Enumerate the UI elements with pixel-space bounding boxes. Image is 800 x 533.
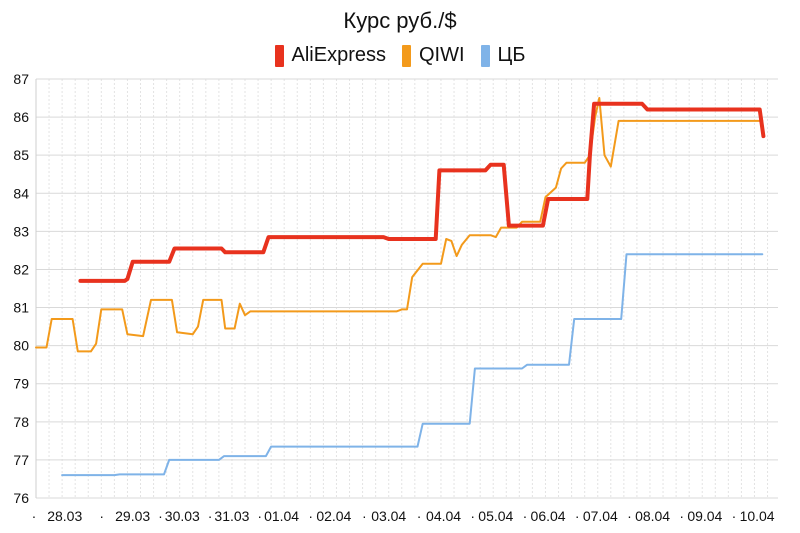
x-tick-dot: · (417, 508, 422, 524)
x-tick-dot: · (732, 508, 737, 524)
x-tick-label: 04.04 (426, 508, 461, 524)
y-tick-label: 78 (13, 414, 29, 430)
x-tick-label: 01.04 (264, 508, 299, 524)
series-line-qiwi (35, 97, 764, 353)
legend-swatch-cb (480, 44, 490, 67)
y-tick-label: 76 (13, 490, 29, 506)
x-tick-label: 07.04 (583, 508, 618, 524)
x-tick-dot: · (208, 508, 213, 524)
legend-item-aliexpress[interactable]: AliExpress (274, 44, 386, 67)
x-tick-dot: · (575, 508, 580, 524)
y-tick-label: 84 (13, 185, 29, 201)
x-tick-dot: · (679, 508, 684, 524)
chart-title: Курс руб./$ (343, 8, 457, 33)
x-tick-label: 03.04 (371, 508, 406, 524)
y-tick-label: 77 (13, 452, 29, 468)
legend-item-qiwi[interactable]: QIWI (402, 44, 465, 67)
y-tick-label: 86 (13, 109, 29, 125)
y-tick-label: 85 (13, 147, 29, 163)
y-tick-label: 81 (13, 300, 29, 316)
y-tick-label: 87 (13, 71, 29, 87)
x-tick-label: 10.04 (740, 508, 775, 524)
x-tick-label: 09.04 (687, 508, 722, 524)
legend-label-cb: ЦБ (497, 44, 526, 66)
y-tick-label: 82 (13, 261, 29, 277)
legend-item-cb[interactable]: ЦБ (480, 44, 526, 67)
legend-label-qiwi: QIWI (419, 44, 465, 66)
x-tick-dot: · (32, 508, 37, 524)
x-tick-label: 08.04 (635, 508, 670, 524)
x-tick-label: 29.03 (115, 508, 150, 524)
x-tick-label: 06.04 (531, 508, 566, 524)
x-tick-label: 05.04 (478, 508, 513, 524)
y-tick-label: 79 (13, 376, 29, 392)
x-tick-label: 30.03 (165, 508, 200, 524)
x-tick-dot: · (99, 508, 104, 524)
x-tick-label: 31.03 (214, 508, 249, 524)
y-tick-label: 80 (13, 338, 29, 354)
series-line-цб (61, 253, 764, 477)
x-tick-label: 28.03 (47, 508, 82, 524)
x-tick-label: 02.04 (316, 508, 351, 524)
legend-swatch-qiwi (402, 44, 411, 67)
x-tick-dot: · (523, 508, 528, 524)
x-tick-dot: · (308, 508, 313, 524)
x-tick-dot: · (470, 508, 475, 524)
legend-swatch-aliexpress (274, 44, 284, 67)
x-tick-dot: · (627, 508, 632, 524)
series-line-aliexpress (78, 101, 766, 283)
legend-label-aliexpress: AliExpress (291, 44, 386, 66)
y-tick-label: 83 (13, 223, 29, 239)
x-tick-dot: · (158, 508, 163, 524)
x-tick-dot: · (257, 508, 262, 524)
x-tick-dot: · (362, 508, 367, 524)
legend: AliExpress QIWI ЦБ (0, 44, 800, 67)
